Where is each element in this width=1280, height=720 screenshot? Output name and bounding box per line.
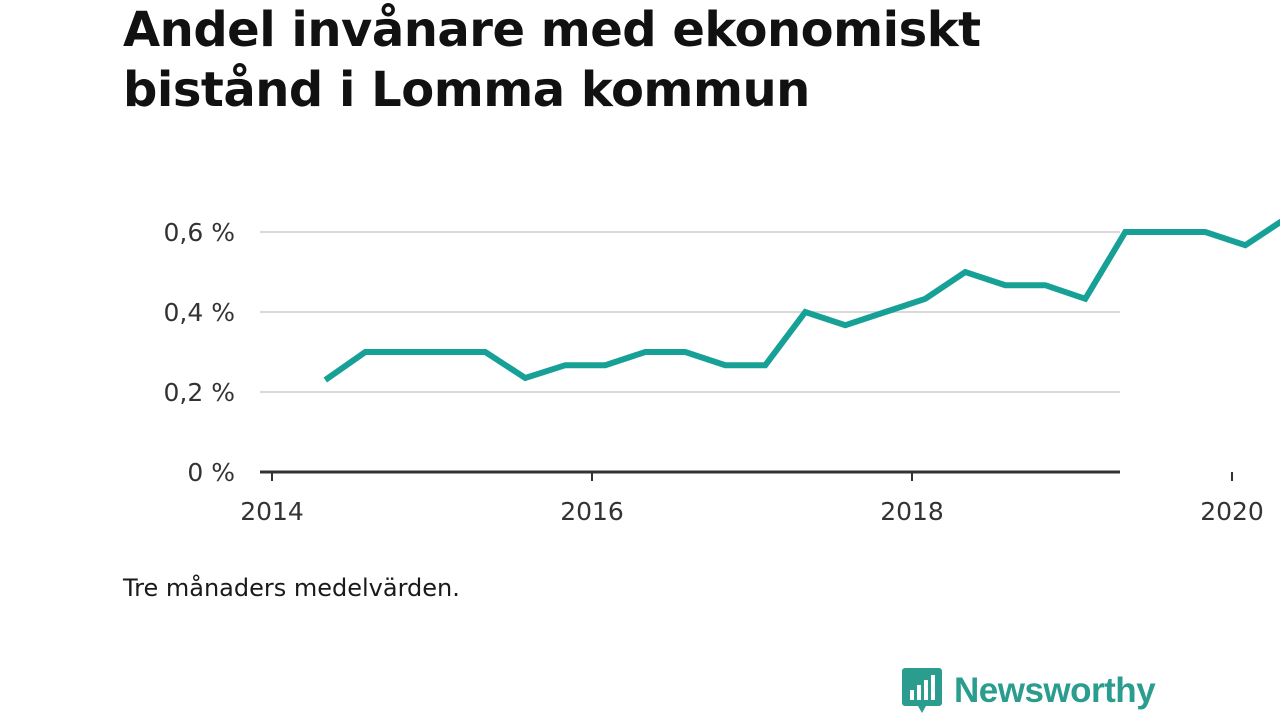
y-tick-label: 0,6 %	[164, 218, 235, 247]
series-line	[323, 218, 1280, 383]
bar-chart-speech-bubble-icon	[902, 668, 942, 713]
y-tick-label: 0,2 %	[164, 378, 235, 407]
chart-title: Andel invånare med ekonomiskt bistånd i …	[123, 2, 981, 118]
brand-name: Newsworthy	[954, 671, 1156, 710]
x-tick-label: 2020	[1200, 497, 1264, 526]
y-tick-label: 0,4 %	[164, 298, 235, 327]
newsworthy-logo: Newsworthy	[902, 668, 1156, 714]
y-axis-tick-labels: 0 % 0,2 % 0,4 % 0,6 %	[164, 218, 235, 487]
x-axis-ticks: 201420162018202020222024	[240, 472, 1264, 526]
x-tick-label: 2018	[880, 497, 944, 526]
y-tick-label: 0 %	[187, 458, 235, 487]
x-tick-label: 2014	[240, 497, 304, 526]
gridlines	[260, 231, 1120, 393]
chart-footnote: Tre månaders medelvärden.	[123, 574, 460, 602]
x-tick-label: 2016	[560, 497, 624, 526]
